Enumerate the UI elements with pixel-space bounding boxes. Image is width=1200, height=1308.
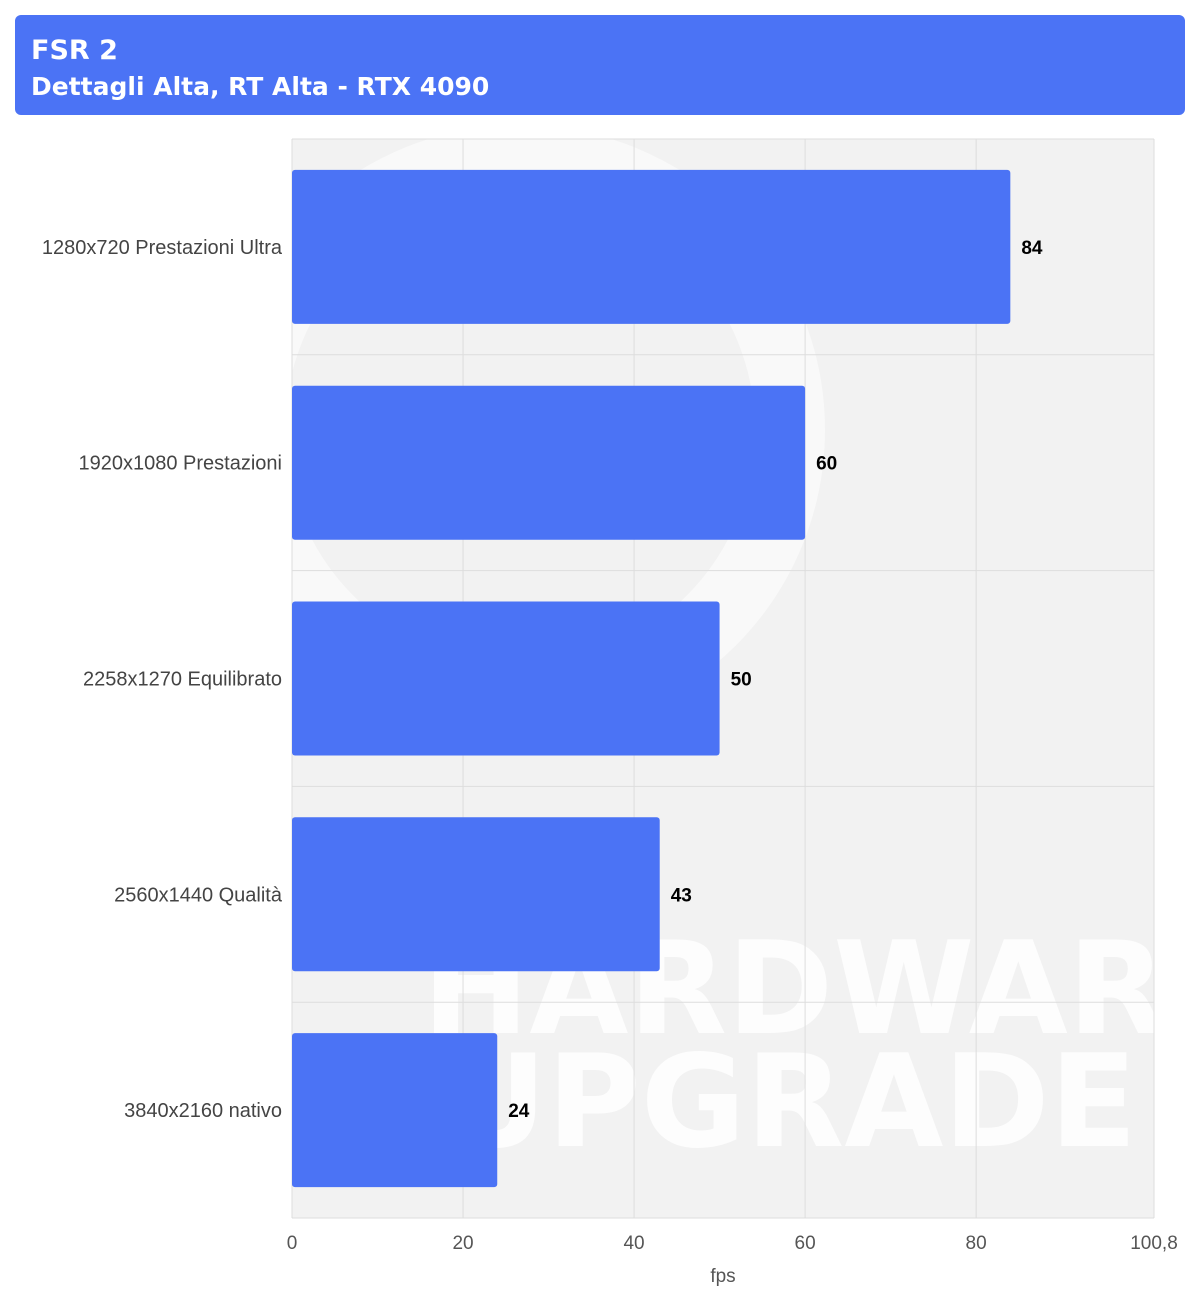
- category-label: 2560x1440 Qualità: [114, 884, 283, 906]
- category-label: 2258x1270 Equilibrato: [83, 669, 282, 691]
- x-tick-label: 60: [795, 1233, 816, 1254]
- category-label: 3840x2160 nativo: [124, 1100, 282, 1122]
- bar: [292, 601, 720, 756]
- category-label: 1280x720 Prestazioni Ultra: [42, 237, 283, 259]
- bar: [292, 385, 806, 540]
- x-tick-label: 80: [966, 1233, 987, 1254]
- bar: [292, 817, 660, 972]
- value-label: 43: [671, 885, 692, 906]
- chart-header: FSR 2 Dettagli Alta, RT Alta - RTX 4090: [15, 15, 1185, 115]
- bar: [292, 169, 1011, 324]
- watermark-text-line2: UPGRADE: [443, 1028, 1137, 1177]
- bar: [292, 1033, 498, 1188]
- x-tick-label: 20: [452, 1233, 473, 1254]
- x-tick-label: 0: [287, 1233, 298, 1254]
- chart-title: FSR 2: [31, 35, 118, 66]
- chart-subtitle: Dettagli Alta, RT Alta - RTX 4090: [31, 72, 490, 101]
- category-label: 1920x1080 Prestazioni: [79, 453, 282, 475]
- x-axis-title: fps: [710, 1266, 735, 1287]
- value-label: 60: [816, 454, 837, 475]
- x-tick-label: 100,8: [1130, 1233, 1178, 1254]
- x-tick-label: 40: [623, 1233, 644, 1254]
- value-label: 84: [1021, 238, 1043, 259]
- value-label: 24: [508, 1101, 530, 1122]
- value-label: 50: [731, 670, 752, 691]
